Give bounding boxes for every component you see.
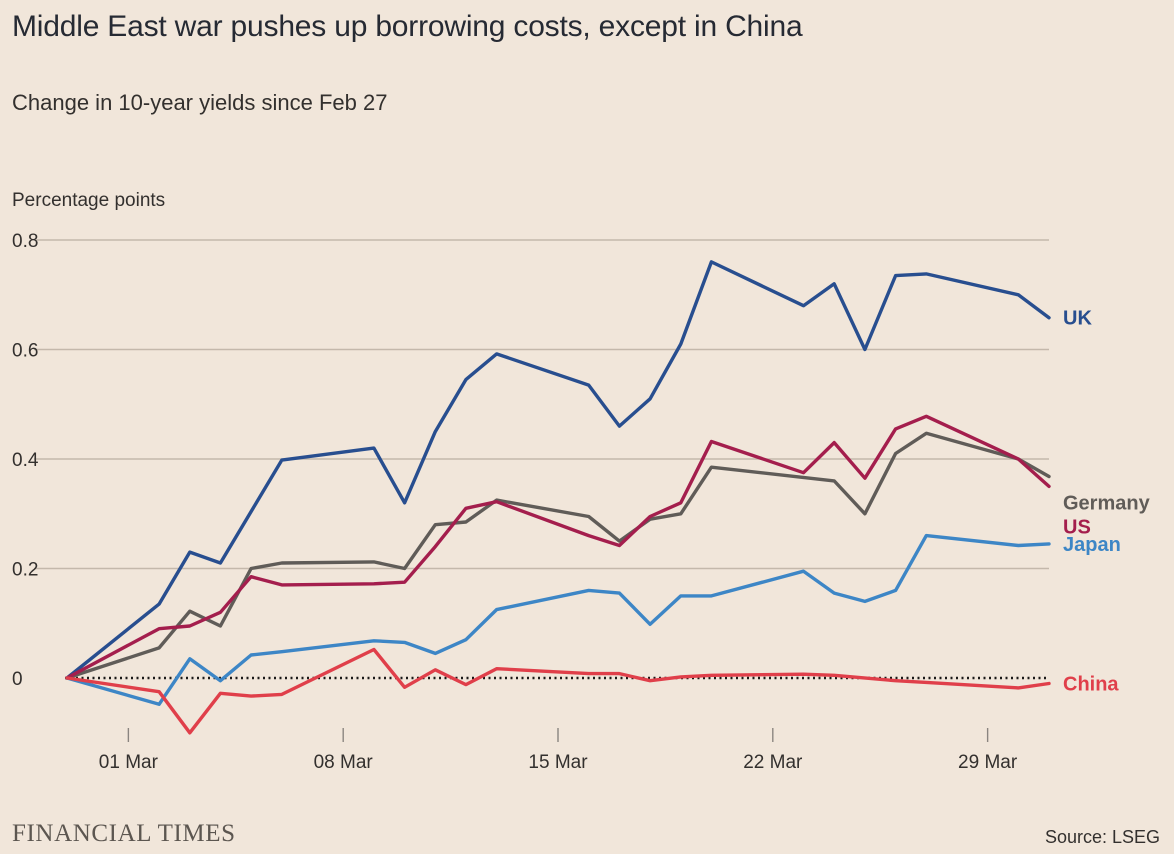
series-label-us: US bbox=[1063, 516, 1091, 538]
y-tick-label: 0.6 bbox=[12, 341, 38, 362]
series-line-germany bbox=[65, 431, 1051, 680]
series-label-china: China bbox=[1063, 673, 1119, 695]
series-line-china bbox=[65, 647, 1051, 735]
y-axis-unit-label: Percentage points bbox=[12, 190, 166, 211]
series-line-uk bbox=[65, 260, 1051, 680]
x-tick-label: 29 Mar bbox=[958, 752, 1018, 773]
series-line-japan bbox=[65, 533, 1051, 706]
x-tick-label: 15 Mar bbox=[528, 752, 588, 773]
x-tick-label: 08 Mar bbox=[314, 752, 374, 773]
series-line-us bbox=[65, 414, 1051, 680]
publisher-logo: FINANCIAL TIMES bbox=[12, 820, 236, 847]
y-tick-label: 0.4 bbox=[12, 450, 39, 471]
x-tick-label: 22 Mar bbox=[743, 752, 803, 773]
series-label-germany: Germany bbox=[1063, 493, 1151, 515]
x-tick-label: 01 Mar bbox=[99, 752, 159, 773]
y-tick-label: 0 bbox=[12, 669, 23, 690]
chart-title: Middle East war pushes up borrowing cost… bbox=[12, 10, 803, 43]
chart-subtitle: Change in 10-year yields since Feb 27 bbox=[12, 90, 388, 115]
y-tick-label: 0.8 bbox=[12, 231, 38, 252]
series-lines bbox=[65, 260, 1051, 735]
source-note: Source: LSEG bbox=[1044, 827, 1160, 847]
y-tick-label: 0.2 bbox=[12, 560, 38, 581]
gridlines bbox=[34, 239, 1049, 680]
series-label-uk: UK bbox=[1063, 308, 1092, 330]
series-label-japan: Japan bbox=[1063, 534, 1121, 556]
x-axis-ticks: 01 Mar 08 Mar 15 Mar 22 Mar 29 Mar bbox=[99, 728, 1018, 773]
y-axis-ticks: 0 0.2 0.4 0.6 0.8 bbox=[12, 231, 39, 690]
